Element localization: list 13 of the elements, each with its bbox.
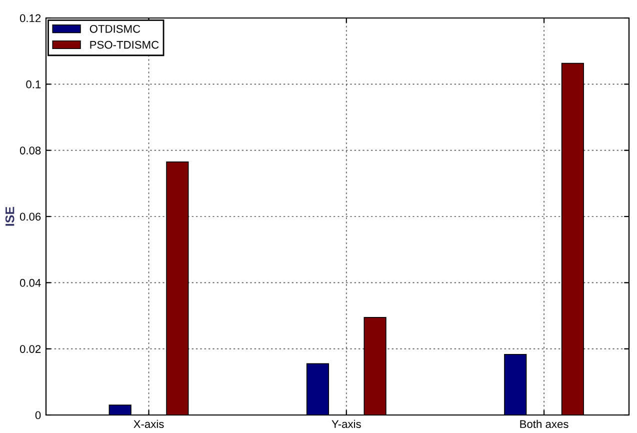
y-axis-title: ISE [5, 206, 14, 226]
y-tick-label: 0.06 [20, 212, 41, 221]
y-tick-label: 0.08 [20, 146, 41, 154]
y-tick-label: 0.12 [20, 14, 41, 22]
y-tick-label: 0.1 [26, 80, 41, 88]
x-tick-label: Y-axis [332, 420, 361, 428]
y-tick-label: 0.02 [20, 345, 41, 353]
legend-label: OTDISMC [90, 24, 140, 33]
x-tick-label: X-axis [134, 420, 164, 428]
y-tick-label: 0 [35, 411, 41, 420]
legend-label: PSO-TDISMC [90, 40, 159, 49]
y-tick-label: 0.04 [20, 278, 41, 287]
x-tick-label: Both axes [520, 420, 568, 428]
